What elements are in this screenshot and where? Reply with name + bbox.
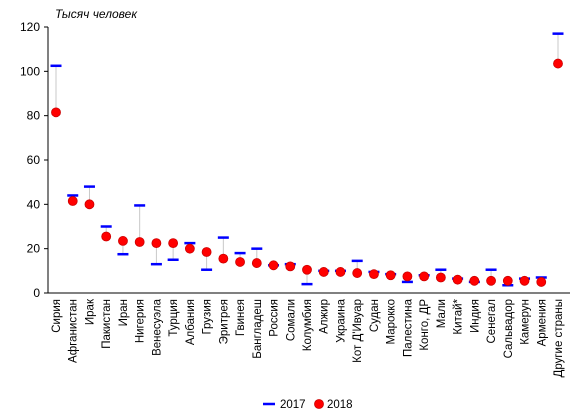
y-tick-label: 20: [27, 242, 41, 256]
point-2018: [134, 237, 145, 247]
y-tick-label: 60: [27, 153, 41, 167]
category-label: Турция: [168, 299, 180, 337]
point-2018: [335, 267, 346, 277]
point-2018: [536, 277, 547, 287]
y-tick-label: 100: [20, 64, 40, 78]
category-label: Украина: [335, 298, 347, 342]
point-2018: [419, 271, 430, 282]
y-tick-label: 80: [27, 109, 41, 123]
point-2018: [486, 275, 496, 286]
point-2018: [51, 107, 61, 118]
point-2018: [352, 268, 363, 278]
point-2018: [168, 238, 179, 249]
category-label: Палестина: [402, 298, 414, 357]
legend-label-2017: 2017: [280, 399, 306, 411]
point-2018: [318, 267, 329, 277]
change-connectors: [55, 33, 559, 286]
point-2018: [251, 258, 262, 268]
y-tick-label: 40: [27, 197, 41, 211]
category-label: Венесуэла: [151, 298, 163, 356]
point-2018: [84, 199, 95, 210]
category-label: Кот Д'Ивуар: [352, 299, 364, 363]
point-2018: [302, 264, 312, 275]
category-label: Сомали: [285, 299, 297, 341]
category-label: Сирия: [51, 299, 63, 333]
category-label: Марокко: [386, 299, 398, 344]
category-labels: Сирия Афганистан Ирак Пакистан Иран Нигерия Ве…: [51, 298, 565, 377]
category-label: Гвинея: [235, 299, 247, 336]
category-label: Пакистан: [101, 299, 113, 349]
legend-marker-2018: [314, 399, 324, 409]
category-label: Афганистан: [68, 299, 80, 363]
point-2018: [235, 257, 245, 267]
point-2018: [184, 243, 195, 254]
y-ticks: 0 20 40 60 80 100 120: [20, 20, 48, 300]
unit-label: Тысяч человек: [55, 7, 138, 21]
category-label: Сенегал: [486, 299, 498, 344]
category-label: Армения: [536, 299, 548, 346]
category-label: Другие страны: [553, 299, 565, 377]
category-label: Судан: [369, 299, 381, 332]
point-2018: [218, 253, 229, 264]
category-label: Грузия: [202, 299, 214, 335]
point-2018: [435, 272, 446, 283]
category-label: Албания: [185, 299, 197, 345]
legend-label-2018: 2018: [327, 399, 353, 411]
y-tick-label: 0: [33, 286, 40, 300]
category-label: Камерун: [520, 299, 532, 345]
point-2018: [385, 270, 396, 281]
category-label: Алжир: [319, 299, 331, 334]
point-2018: [469, 275, 480, 286]
y-tick-label: 120: [20, 20, 40, 34]
point-2018: [502, 275, 513, 286]
point-2018: [268, 260, 279, 271]
point-2018: [118, 236, 128, 246]
category-label: Бангладеш: [252, 299, 264, 359]
category-label: Иран: [118, 299, 130, 326]
point-2018: [67, 196, 78, 206]
point-2018: [201, 247, 212, 257]
category-label: Мали: [436, 299, 448, 328]
point-2018: [101, 231, 112, 242]
point-2018: [519, 275, 530, 286]
point-2018: [402, 271, 413, 282]
category-label: Россия: [269, 299, 281, 337]
category-label: Индия: [469, 299, 481, 333]
category-label: Ирак: [84, 298, 96, 325]
category-label: Китай*: [453, 298, 465, 334]
category-label: Колумбия: [302, 299, 314, 351]
category-label: Эритрея: [218, 299, 230, 344]
point-2018: [369, 269, 379, 280]
point-2018: [151, 238, 162, 249]
category-label: Конго, ДР: [419, 299, 431, 351]
category-label: Нигерия: [135, 299, 147, 343]
legend: 2017 2018: [263, 399, 353, 411]
point-2018: [452, 274, 463, 285]
category-label: Сальвадор: [503, 299, 515, 358]
point-2018: [285, 261, 296, 272]
point-2018: [553, 58, 563, 69]
data-marks: [50, 32, 564, 287]
